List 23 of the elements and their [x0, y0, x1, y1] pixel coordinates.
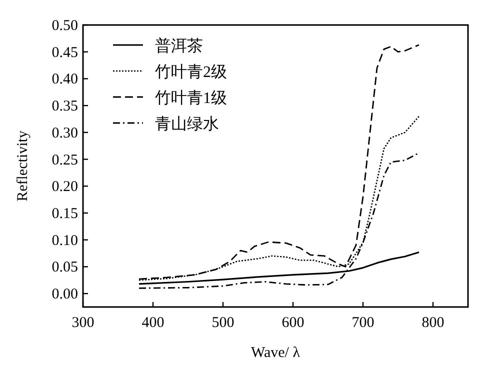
y-axis-title: Reflectivity	[15, 130, 31, 202]
y-tick-label: 0.30	[52, 125, 78, 142]
legend-label: 竹叶青2级	[155, 63, 227, 81]
x-tick-label: 800	[422, 315, 444, 331]
y-tick-label: 0.05	[52, 260, 78, 276]
y-tick-label: 0.40	[52, 72, 78, 88]
x-tick-label: 500	[212, 315, 234, 331]
x-tick-label: 600	[282, 315, 304, 331]
x-tick-label: 700	[352, 315, 374, 331]
legend-label: 普洱茶	[155, 37, 203, 55]
y-tick-label: 0.45	[52, 44, 78, 61]
x-tick-label: 400	[142, 315, 164, 331]
x-axis-title: Wave/ λ	[251, 345, 301, 361]
y-tick-label: 0.50	[52, 18, 78, 34]
y-tick-label: 0.20	[52, 179, 78, 196]
y-tick-label: 0.10	[52, 232, 78, 249]
y-tick-label: 0.15	[52, 206, 78, 222]
legend-label: 青山绿水	[155, 115, 219, 133]
legend-label: 竹叶青1级	[155, 89, 227, 107]
y-tick-label: 0.25	[52, 152, 78, 168]
y-tick-label: 0.35	[52, 98, 78, 115]
y-tick-label: 0.00	[52, 286, 78, 303]
x-tick-label: 300	[72, 315, 94, 331]
